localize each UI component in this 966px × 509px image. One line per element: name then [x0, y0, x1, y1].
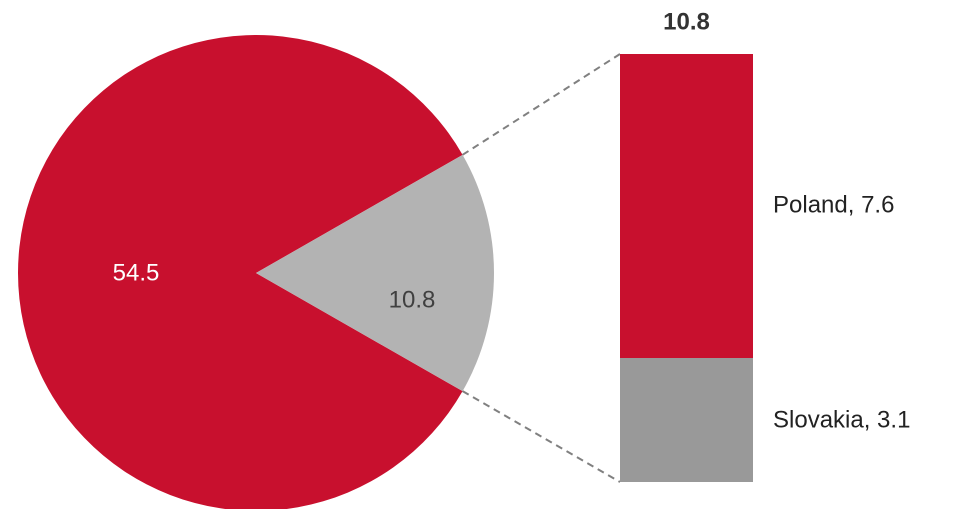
pie-slice-label-other: 10.8 [389, 287, 436, 314]
bar-segment-poland [620, 54, 753, 358]
stacked-bar [620, 54, 753, 482]
chart-labels: 54.5 10.8 10.8 Poland, 7.6 Slovakia, 3.1 [113, 9, 911, 434]
pie [17, 35, 494, 509]
pie-slice-other [256, 154, 494, 392]
connector-line-bottom [462, 390, 621, 483]
pie-slice-label-main: 54.5 [113, 260, 160, 287]
bar-segment-slovakia [620, 358, 753, 482]
bar-segment-label-poland: Poland, 7.6 [773, 192, 894, 219]
bar-segment-label-slovakia: Slovakia, 3.1 [773, 407, 910, 434]
bar-total-label: 10.8 [663, 9, 710, 36]
pie-slice-main [17, 35, 463, 509]
connector-lines [462, 53, 621, 483]
connector-line-top [462, 53, 621, 156]
